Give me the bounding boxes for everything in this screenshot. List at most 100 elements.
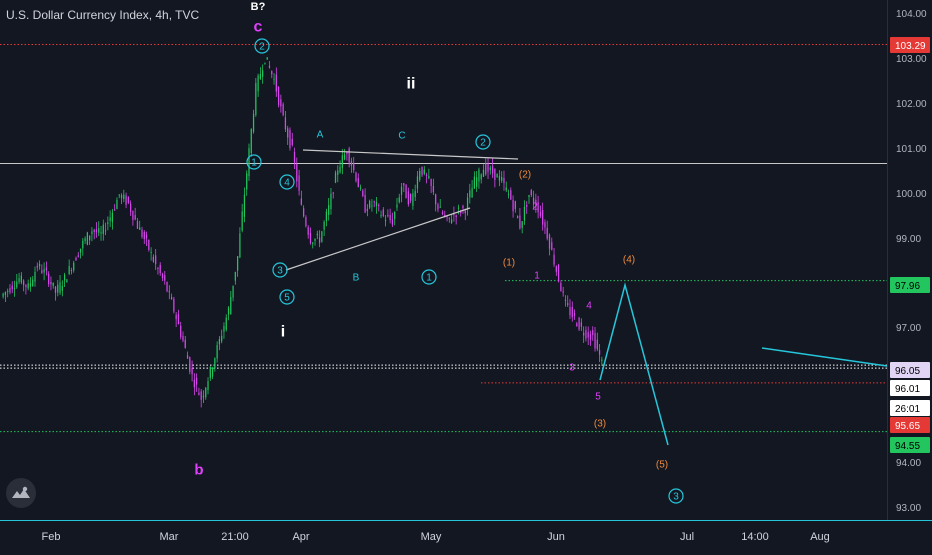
candle-body: [464, 210, 466, 214]
candle-body: [175, 314, 177, 320]
candle-body: [216, 345, 218, 359]
wave-label: (1): [503, 258, 515, 269]
wave-circle: [254, 38, 270, 54]
candle-body: [41, 270, 43, 273]
candle-body: [341, 155, 343, 168]
candle-body: [309, 232, 312, 244]
wave-label: (2): [519, 170, 531, 181]
candle-body: [507, 193, 510, 195]
wave-label: 4: [586, 301, 592, 312]
x-tick-label: Jul: [680, 531, 694, 543]
candle-body: [207, 381, 209, 391]
candle-body: [91, 231, 93, 235]
candle-body: [86, 232, 88, 245]
candle-body: [412, 193, 414, 206]
candle-body: [535, 199, 537, 208]
price-axis-label: 95.65: [895, 421, 920, 432]
wave-label: b: [194, 461, 203, 478]
candle-body: [564, 299, 567, 301]
candle-body: [196, 377, 198, 385]
logo-glyph: [12, 486, 30, 498]
candle-body: [57, 284, 59, 293]
candle-body: [66, 279, 68, 283]
tradingview-logo-icon[interactable]: [6, 478, 36, 508]
price-axis-label-bg: [890, 437, 930, 453]
candle-body: [587, 332, 589, 338]
candle-body: [318, 237, 321, 243]
candle-body: [478, 169, 480, 182]
price-axis-label-bg: [890, 37, 930, 53]
candle-body: [466, 197, 469, 209]
wave-label: C: [398, 131, 405, 142]
x-tick-label: May: [421, 531, 442, 543]
candle-body: [471, 187, 473, 198]
candle-body: [282, 104, 284, 115]
wave-label: 5: [595, 392, 601, 403]
price-axis-label: 103.29: [895, 41, 926, 52]
candle-body: [143, 231, 145, 240]
y-tick-label: 103.00: [896, 54, 927, 65]
candle-body: [243, 194, 246, 217]
candle-body: [257, 75, 259, 92]
candle-body: [109, 217, 111, 222]
candle-body: [45, 267, 48, 271]
candle-body: [70, 270, 73, 272]
candle-body: [271, 71, 273, 75]
candle-body: [532, 197, 535, 204]
candle-body: [557, 264, 560, 282]
candle-body: [98, 228, 100, 233]
candle-body: [551, 242, 553, 250]
candle-body: [16, 281, 18, 288]
candle-body: [166, 282, 168, 292]
candle-body: [27, 283, 29, 289]
candle-body: [23, 280, 25, 286]
candle-body: [61, 285, 63, 291]
y-tick-label: 93.00: [896, 503, 921, 514]
candle-body: [18, 278, 20, 282]
candle-body: [186, 355, 189, 359]
chart-title: U.S. Dollar Currency Index, 4h, TVC: [6, 8, 200, 22]
candle-body: [428, 176, 430, 179]
candle-body: [382, 209, 384, 217]
candle-body: [59, 282, 61, 293]
candle-body: [293, 152, 296, 163]
candle-body: [598, 350, 601, 355]
candle-body: [236, 256, 239, 271]
candle-body: [4, 292, 7, 295]
candle-body: [371, 205, 373, 207]
candle-body: [68, 266, 70, 274]
candle-body: [573, 313, 576, 316]
candle-body: [312, 242, 314, 244]
candle-body: [512, 199, 514, 212]
candle-body: [221, 335, 223, 342]
candle-body: [373, 201, 375, 203]
price-axis-label-bg: [890, 380, 930, 396]
candle-body: [252, 113, 255, 132]
x-tick-label: Apr: [292, 531, 309, 543]
candle-body: [230, 297, 232, 315]
candle-body: [362, 190, 364, 197]
candle-body: [116, 199, 118, 210]
candle-body: [487, 163, 489, 172]
candle-body: [489, 167, 491, 170]
candle-body: [548, 234, 551, 249]
candle-body: [134, 215, 136, 220]
candle-body: [580, 322, 582, 327]
candle-body: [73, 262, 75, 271]
candle-body: [523, 206, 526, 221]
candle-body: [205, 387, 207, 398]
wave-circle: [272, 262, 288, 278]
candle-body: [403, 183, 405, 186]
price-axis-label-bg: [890, 417, 930, 433]
wave-circle: [668, 488, 684, 504]
candle-body: [284, 117, 287, 130]
candle-body: [555, 266, 557, 272]
candle-body: [168, 291, 170, 293]
candle-body: [136, 221, 139, 229]
candle-body: [503, 177, 505, 184]
candle-body: [182, 335, 184, 341]
y-tick-label: 99.00: [896, 234, 921, 245]
candle-body: [546, 227, 548, 239]
candle-body: [79, 248, 82, 253]
